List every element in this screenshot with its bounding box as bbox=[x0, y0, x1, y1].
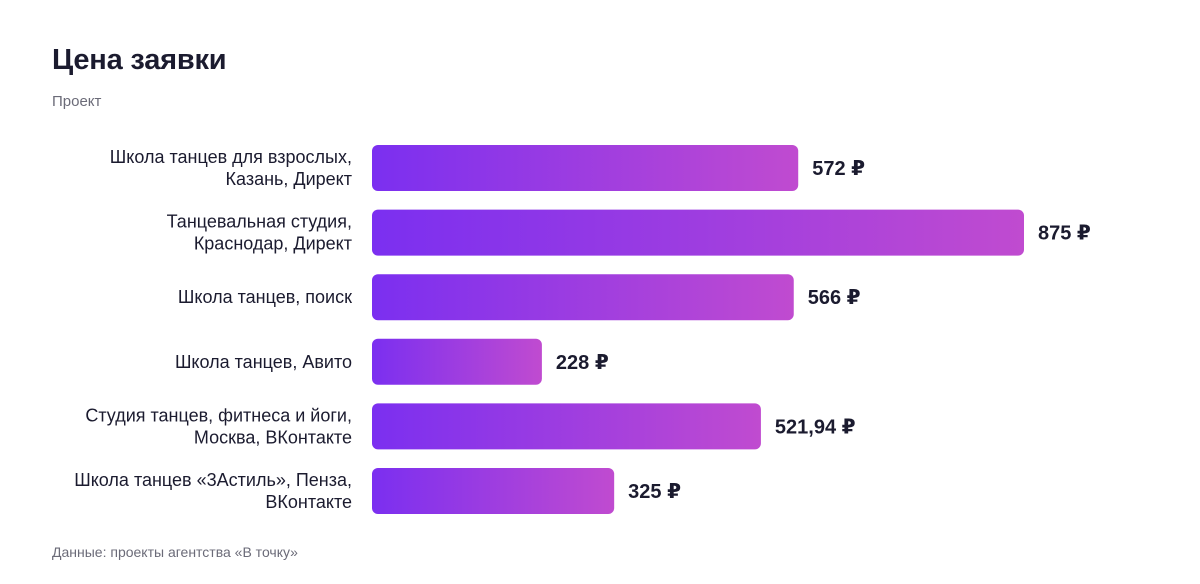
category-label-line: Школа танцев «3Астиль», Пенза, bbox=[74, 470, 352, 490]
category-label-line: Танцевальная студия, bbox=[167, 212, 352, 232]
bar-value-label: 228 ₽ bbox=[556, 352, 609, 374]
chart-title: Цена заявки bbox=[52, 44, 227, 76]
bar bbox=[372, 274, 794, 321]
bar bbox=[372, 209, 1024, 256]
category-label: Студия танцев, фитнеса и йоги, Москва, ВК… bbox=[85, 405, 352, 447]
category-label: Танцевальная студия, Краснодар, Директ bbox=[167, 212, 352, 254]
bar-value-label: 566 ₽ bbox=[808, 287, 861, 309]
category-label-line: Краснодар, Директ bbox=[194, 234, 352, 254]
category-label: Школа танцев для взрослых, Казань, Директ bbox=[110, 147, 352, 189]
category-label-line: Школа танцев для взрослых, bbox=[110, 147, 352, 167]
category-label: Школа танцев, поиск bbox=[178, 287, 352, 307]
chart-subtitle: Проект bbox=[52, 93, 102, 110]
category-label-line: Студия танцев, фитнеса и йоги, bbox=[85, 405, 352, 425]
bar-value-label: 325 ₽ bbox=[628, 481, 681, 503]
category-label: Школа танцев «3Астиль», Пенза, ВКонтакте bbox=[74, 470, 352, 512]
bar-value-label: 572 ₽ bbox=[812, 158, 865, 180]
bar bbox=[372, 145, 799, 191]
category-label-line: Школа танцев, поиск bbox=[178, 287, 352, 307]
category-label-line: Москва, ВКонтакте bbox=[194, 427, 352, 447]
category-label-line: ВКонтакте bbox=[265, 492, 352, 512]
data-source-note: Данные: проекты агентства «В точку» bbox=[52, 544, 298, 560]
category-label-line: Школа танцев, Авито bbox=[175, 352, 352, 372]
bar bbox=[372, 468, 615, 514]
bar bbox=[372, 338, 542, 385]
category-label: Школа танцев, Авито bbox=[175, 352, 352, 372]
bar-value-label: 875 ₽ bbox=[1038, 223, 1091, 245]
bars-group: 572 ₽ Школа танцев для взрослых, Казань, Д… bbox=[74, 145, 1091, 514]
category-label-line: Казань, Директ bbox=[226, 169, 352, 189]
bar bbox=[372, 403, 761, 450]
bar-value-label: 521,94 ₽ bbox=[775, 416, 856, 438]
